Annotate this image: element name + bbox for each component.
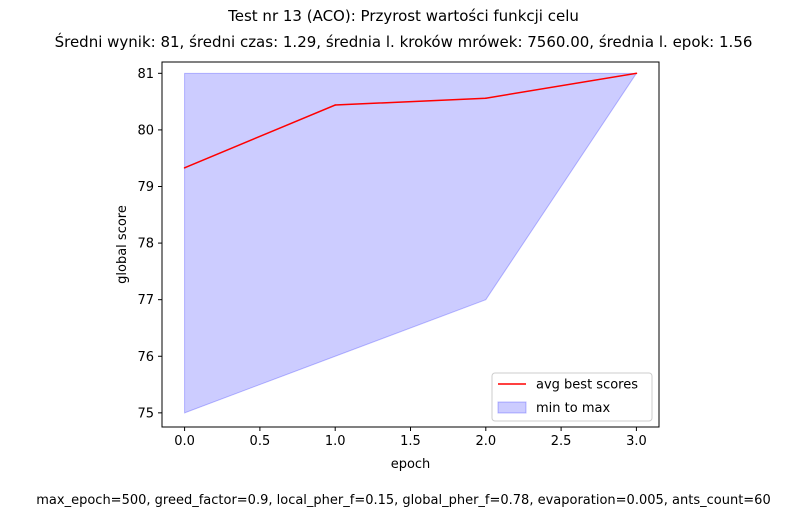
band-layer <box>184 72 638 414</box>
y-tick-label: 78 <box>137 237 154 252</box>
x-tick-label: 1.0 <box>325 434 346 449</box>
y-axis-ticks: 75 76 77 78 79 80 81 <box>137 67 162 421</box>
legend-box <box>491 372 653 422</box>
data-point-avg-best-scores-0 <box>183 167 186 169</box>
series-line-avg-best-scores <box>184 72 637 169</box>
parameters-footnote: max_epoch=500, greed_factor=0.9, local_p… <box>36 493 771 508</box>
y-tick-label: 77 <box>137 293 154 308</box>
y-tick-label: 75 <box>137 406 154 421</box>
x-tick-label: 1.5 <box>400 434 421 449</box>
y-tick-label: 79 <box>137 180 154 195</box>
y-tick-label: 76 <box>137 350 154 365</box>
x-tick-label: 0.5 <box>250 434 271 449</box>
x-tick-label: 0.0 <box>174 434 195 449</box>
series-band-min-to-max <box>184 72 638 414</box>
data-point-avg-best-scores-1 <box>334 104 336 106</box>
x-axis-label: epoch <box>391 457 431 472</box>
line-layer <box>183 72 638 169</box>
x-tick-label: 2.5 <box>551 434 572 449</box>
legend-swatch-min-to-max <box>497 401 527 414</box>
y-tick-label: 80 <box>137 123 154 138</box>
chart-subtitle: Średni wynik: 81, średni czas: 1.29, śre… <box>54 33 753 51</box>
y-tick-label: 81 <box>137 67 154 82</box>
legend-label-avg-best-scores: avg best scores <box>536 378 638 393</box>
x-tick-label: 2.0 <box>475 434 496 449</box>
x-axis-ticks: 0.0 0.5 1.0 1.5 2.0 2.5 3.0 <box>174 427 647 449</box>
y-axis-label: global score <box>115 205 130 284</box>
data-point-avg-best-scores-2 <box>485 97 487 100</box>
data-point-avg-best-scores-3 <box>635 72 638 75</box>
chart-title: Test nr 13 (ACO): Przyrost wartości funk… <box>228 7 579 25</box>
x-tick-label: 3.0 <box>626 434 647 449</box>
legend: avg best scores min to max <box>491 372 653 422</box>
legend-label-min-to-max: min to max <box>536 401 610 416</box>
